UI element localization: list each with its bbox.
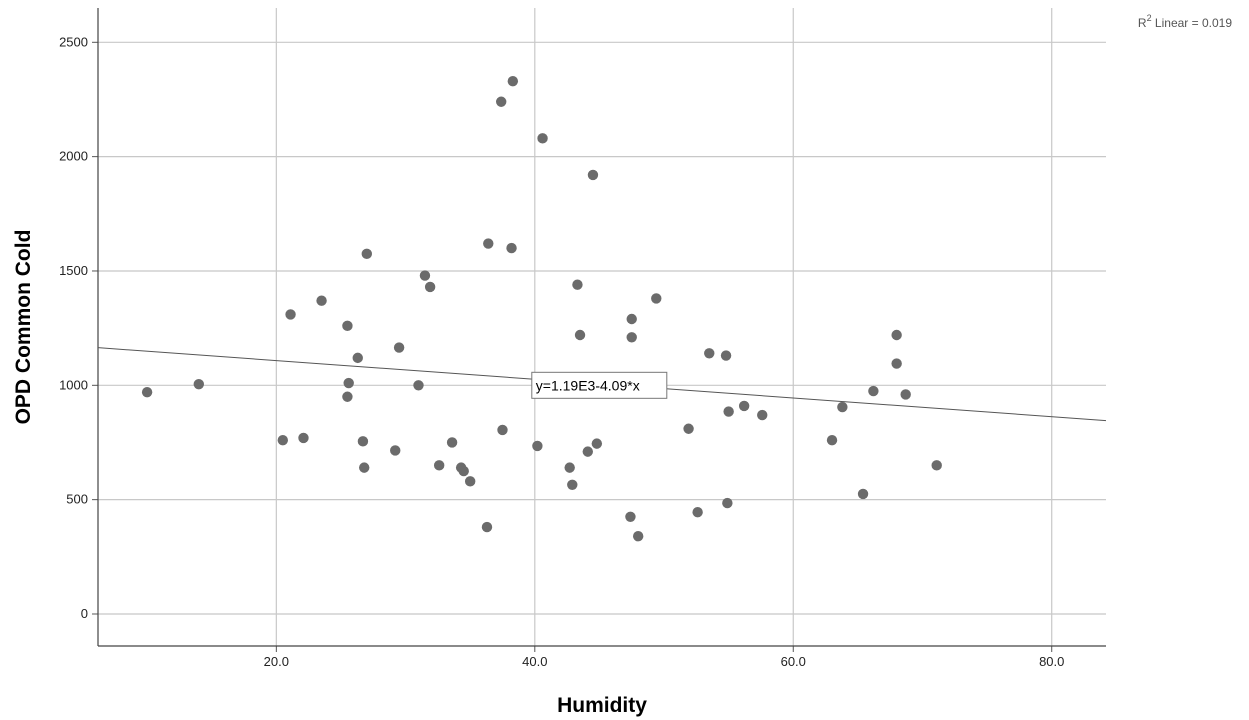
data-point [464,476,476,487]
data-point [537,133,548,144]
data-point [704,348,715,359]
data-point [141,386,153,398]
data-point [342,391,353,402]
data-point [193,378,204,390]
data-point [567,479,578,490]
fit-equation-box [531,371,668,399]
data-point [433,460,445,471]
data-point [632,531,644,542]
y-tick-label: 2500 [59,34,88,49]
data-point [900,389,911,400]
r2-superscript: 2 [1147,13,1152,23]
data-point [277,434,288,446]
data-point [496,96,507,107]
tick-labels: 0 500 1000 1500 2000 2500 20.0 40.0 60.0 80.0 [59,34,1064,669]
data-point [738,400,750,412]
r2-linear-label: R2 Linear = 0.019 [1138,13,1232,30]
data-point [481,521,493,533]
data-point [626,332,637,343]
data-point [352,352,363,364]
data-point [683,423,694,434]
x-axis-title: Humidity [557,694,647,717]
x-tick-label: 60.0 [781,654,806,669]
fit-line-group: y=1.19E3-4.09*x [97,347,1107,422]
data-point [587,169,599,181]
data-point [361,248,372,260]
r2-prefix: R [1138,16,1147,30]
x-tick-label: 80.0 [1039,654,1064,669]
y-tick-label: 1000 [59,377,88,392]
data-point [316,295,327,306]
data-point [532,440,543,452]
data-point [506,242,517,254]
data-point [564,462,575,473]
data-point [651,293,662,304]
data-point [390,445,401,456]
data-point [626,313,637,325]
data-point [343,377,354,389]
data-point [931,460,942,471]
data-point [723,406,734,417]
data-point [424,281,436,293]
x-tick-label: 40.0 [522,654,547,669]
data-point [625,511,636,522]
data-points [141,75,942,542]
data-point [419,270,431,281]
data-point [446,437,458,448]
r2-suffix: Linear = 0.019 [1152,16,1233,30]
data-point [582,446,593,457]
data-point [298,432,309,444]
data-point [357,436,369,447]
data-point [891,358,902,369]
data-point [720,350,732,361]
y-tick-label: 500 [66,492,88,507]
y-axis-title: OPD Common Cold [12,230,35,425]
axes [92,8,1106,652]
y-tick-label: 2000 [59,149,88,164]
data-point [413,380,424,391]
data-point [826,434,838,446]
fit-equation-label: y=1.19E3-4.09*x [536,377,640,393]
data-point [837,401,848,413]
data-point [507,75,519,87]
data-point [497,424,508,436]
data-point [891,329,902,341]
data-point [458,465,469,477]
data-point [757,409,768,421]
gridlines [98,8,1106,646]
data-point [574,329,586,341]
y-tick-label: 1500 [59,263,88,278]
data-point [572,279,583,290]
data-point [722,497,733,509]
data-point [342,320,353,332]
y-tick-label: 0 [81,606,88,621]
x-tick-label: 20.0 [264,654,289,669]
data-point [591,438,603,449]
data-point [285,309,296,320]
data-point [868,385,879,397]
data-point [393,342,405,353]
data-point [857,488,869,500]
data-point [692,507,703,518]
data-point [359,462,370,473]
data-point [483,238,494,249]
